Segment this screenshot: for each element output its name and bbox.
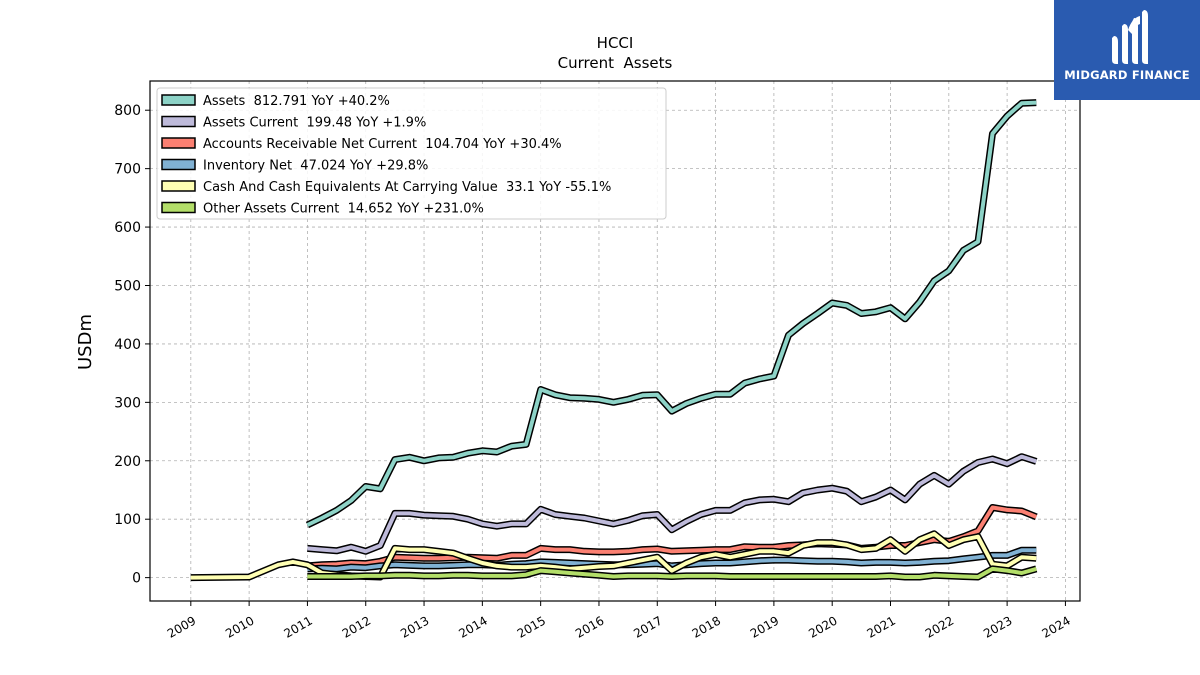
y-tick-label: 300 — [114, 395, 141, 411]
x-tick-label: 2019 — [748, 613, 781, 640]
brand-mark-icon — [1112, 10, 1148, 64]
legend-swatch — [161, 180, 196, 192]
series-line — [307, 454, 1037, 554]
brand-name: MIDGARD FINANCE — [1064, 68, 1190, 82]
chart-title: HCCI — [597, 34, 634, 52]
series-cash-and-cash-equivalents-at-carrying-value — [190, 530, 1037, 582]
x-tick-label: 2022 — [923, 613, 956, 640]
x-tick-label: 2011 — [281, 613, 314, 640]
y-tick-label: 500 — [114, 278, 141, 294]
legend-swatch — [161, 115, 196, 128]
x-tick-label: 2018 — [690, 613, 723, 640]
x-tick-label: 2020 — [806, 613, 839, 640]
series-layer — [190, 99, 1038, 582]
y-tick-label: 600 — [114, 220, 141, 236]
legend-entry: Accounts Receivable Net Current 104.704 … — [203, 137, 562, 152]
x-tick-label: 2016 — [573, 613, 606, 640]
x-tick-label: 2010 — [223, 613, 256, 640]
y-tick-label: 100 — [114, 512, 141, 528]
x-tick-label: 2017 — [631, 613, 664, 640]
legend-box — [156, 87, 667, 220]
series-line — [306, 100, 1037, 527]
x-tick-label: 2013 — [398, 613, 431, 640]
legend-swatch — [161, 158, 196, 171]
legend-entry: Cash And Cash Equivalents At Carrying Va… — [203, 180, 611, 195]
legend-swatch — [161, 137, 196, 149]
x-tick-label: 2024 — [1039, 613, 1072, 640]
x-tick-label: 2012 — [340, 613, 373, 640]
series-other-assets-current — [307, 565, 1038, 581]
legend-entry: Inventory Net 47.024 YoY +29.8% — [203, 159, 428, 174]
y-tick-label: 800 — [114, 103, 141, 119]
x-tick-label: 2021 — [865, 613, 898, 640]
y-tick-label: 700 — [114, 162, 141, 178]
y-tick-label: 0 — [132, 571, 141, 587]
legend-entry: Assets Current 199.48 YoY +1.9% — [203, 116, 426, 131]
plot-frame — [149, 80, 1081, 602]
x-tick-label: 2014 — [456, 613, 489, 640]
series-line — [307, 566, 1037, 579]
legend-swatch — [161, 94, 196, 106]
legend: Assets 812.791 YoY +40.2% Assets Current … — [156, 87, 667, 220]
legend-swatch — [161, 201, 196, 214]
y-tick-label: 200 — [114, 454, 141, 470]
series-assets-current — [307, 453, 1038, 555]
y-axis-label: USDm — [75, 314, 96, 370]
y-tick-label: 400 — [114, 337, 141, 353]
x-tick-label: 2015 — [515, 613, 548, 640]
legend-entry: Other Assets Current 14.652 YoY +231.0% — [203, 202, 484, 217]
x-tick-label: 2023 — [981, 613, 1014, 640]
series-line — [190, 531, 1037, 580]
chart-subtitle: Current Assets — [558, 54, 673, 72]
legend-entry: Assets 812.791 YoY +40.2% — [203, 94, 390, 109]
x-tick-label: 2009 — [165, 613, 198, 640]
series-assets — [305, 99, 1037, 529]
brand-logo: MIDGARD FINANCE — [1054, 0, 1200, 100]
